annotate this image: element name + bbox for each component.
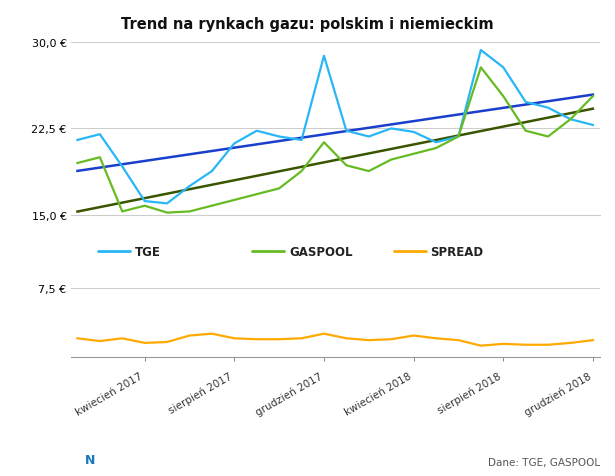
Text: N: N [85, 453, 95, 466]
Text: apiecie.pl: apiecie.pl [118, 455, 179, 465]
Text: kwiecień 2018: kwiecień 2018 [343, 371, 414, 417]
Circle shape [41, 449, 139, 470]
Text: sierpień 2017: sierpień 2017 [167, 371, 234, 416]
Text: kwiecień 2017: kwiecień 2017 [74, 371, 145, 417]
Text: Trend na rynkach gazu: polskim i niemieckim: Trend na rynkach gazu: polskim i niemiec… [121, 17, 494, 31]
Text: grudzień 2018: grudzień 2018 [522, 371, 593, 417]
Text: TGE: TGE [135, 245, 161, 258]
Text: grudzień 2017: grudzień 2017 [253, 371, 324, 417]
Text: SPREAD: SPREAD [430, 245, 483, 258]
Text: Dane: TGE, GASPOOL: Dane: TGE, GASPOOL [488, 457, 600, 467]
Text: wysokie: wysokie [9, 455, 60, 465]
Text: GASPOOL: GASPOOL [289, 245, 352, 258]
Text: sierpień 2018: sierpień 2018 [436, 371, 503, 416]
